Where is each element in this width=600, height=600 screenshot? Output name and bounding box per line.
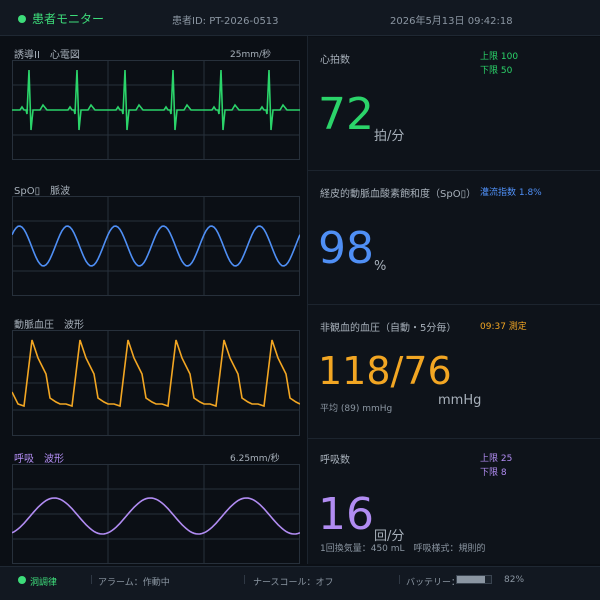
resp-lower-limit: 下限 8 bbox=[480, 468, 507, 478]
resp-upper-limit: 上限 25 bbox=[480, 454, 513, 464]
heart-rate-lower-limit: 下限 50 bbox=[480, 66, 513, 76]
rhythm-dot-icon bbox=[18, 576, 26, 584]
nibp-unit: mmHg bbox=[438, 393, 482, 408]
nibp-value: 118/76 bbox=[318, 349, 452, 393]
datetime: 2026年5月13日 09:42:18 bbox=[390, 16, 513, 27]
resp-wave-panel: 呼吸 波形 6.25mm/秒 bbox=[8, 446, 306, 564]
spo2-trace bbox=[12, 225, 300, 267]
spo2-panel: 経皮的動脈血酸素飽和度（SpO▯） 灌流指数 1.8% 98 % bbox=[308, 171, 600, 305]
abp-trace bbox=[12, 339, 300, 408]
heart-rate-unit: 拍/分 bbox=[374, 129, 405, 144]
resp-unit: 回/分 bbox=[374, 529, 405, 544]
status-bar: 洞調律 | アラーム：作動中 | ナースコール：オフ | バッテリー： 82% bbox=[0, 566, 600, 600]
ecg-trace bbox=[12, 69, 300, 131]
nibp-label: 非観血的血圧（自動・5分毎） bbox=[320, 323, 457, 334]
spo2-wave-label: SpO▯ 脈波 bbox=[14, 186, 71, 197]
heart-rate-label: 心拍数 bbox=[320, 55, 350, 66]
resp-waveform bbox=[12, 464, 300, 564]
nibp-panel: 非観血的血圧（自動・5分毎） 09:37 測定 118/76 平均 (89) m… bbox=[308, 305, 600, 439]
resp-speed: 6.25mm/秒 bbox=[230, 454, 280, 464]
nibp-measured-time: 09:37 測定 bbox=[480, 322, 527, 332]
heart-rate-upper-limit: 上限 100 bbox=[480, 52, 519, 62]
battery-fill bbox=[457, 576, 485, 583]
footer-separator: | bbox=[90, 575, 94, 585]
abp-wave-label: 動脈血圧 波形 bbox=[14, 320, 84, 331]
abp-waveform bbox=[12, 330, 300, 436]
app-title-text: 患者モニター bbox=[32, 12, 105, 26]
patient-id: 患者ID: PT-2026-0513 bbox=[172, 16, 279, 27]
nibp-mean: 平均 (89) mmHg bbox=[320, 404, 393, 414]
ecg-speed: 25mm/秒 bbox=[230, 50, 272, 60]
resp-detail: 1回換気量：450 mL 呼吸様式：規則的 bbox=[320, 544, 486, 554]
nurse-call-status[interactable]: ナースコール：オフ bbox=[253, 578, 334, 588]
resp-wave-label: 呼吸 波形 bbox=[14, 454, 64, 465]
app-title: 患者モニター bbox=[18, 10, 104, 27]
resp-panel: 呼吸数 上限 25 下限 8 16 回/分 1回換気量：450 mL 呼吸様式：… bbox=[308, 439, 600, 564]
footer-separator: | bbox=[398, 575, 402, 585]
battery-label: バッテリー： bbox=[406, 578, 461, 588]
spo2-wave-panel: SpO▯ 脈波 bbox=[8, 178, 306, 296]
abp-wave-panel: 動脈血圧 波形 bbox=[8, 312, 306, 436]
footer-separator: | bbox=[243, 575, 247, 585]
header-bar: 患者モニター 患者ID: PT-2026-0513 2026年5月13日 09:… bbox=[0, 0, 600, 36]
ecg-wave-panel: 誘導II 心電図 25mm/秒 bbox=[8, 40, 306, 162]
spo2-waveform bbox=[12, 196, 300, 296]
resp-value: 16 bbox=[318, 489, 374, 540]
heart-rate-panel: 心拍数 上限 100 下限 50 72 拍/分 bbox=[308, 37, 600, 171]
battery-value: 82% bbox=[504, 575, 525, 585]
spo2-unit: % bbox=[374, 259, 387, 274]
spo2-label: 経皮的動脈血酸素飽和度（SpO▯） bbox=[320, 189, 477, 200]
resp-trace bbox=[12, 497, 300, 535]
resp-label: 呼吸数 bbox=[320, 455, 350, 466]
spo2-value: 98 bbox=[318, 223, 374, 274]
ecg-label: 誘導II 心電図 bbox=[14, 50, 80, 61]
alarm-status[interactable]: アラーム：作動中 bbox=[98, 578, 170, 588]
battery-icon bbox=[456, 575, 492, 584]
ecg-waveform bbox=[12, 60, 300, 160]
status-dot-icon bbox=[18, 14, 26, 23]
perfusion-index: 灌流指数 1.8% bbox=[480, 188, 542, 198]
heart-rate-value: 72 bbox=[318, 89, 374, 140]
rhythm-status: 洞調律 bbox=[30, 578, 58, 588]
panel-divider bbox=[307, 36, 308, 564]
